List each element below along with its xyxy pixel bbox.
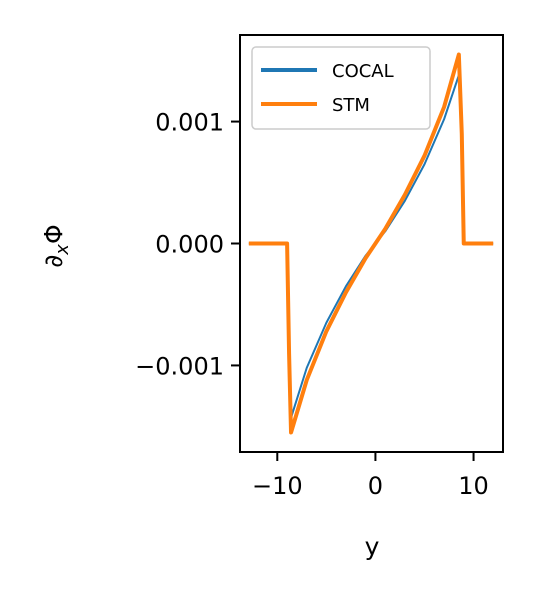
y-tick-label: 0.000	[155, 231, 224, 259]
x-tick-label: 0	[368, 472, 383, 500]
y-axis-label: ∂xΦ	[39, 224, 73, 267]
legend-label-stm: STM	[332, 95, 370, 116]
x-tick-label: 10	[458, 472, 489, 500]
legend-box	[251, 46, 431, 130]
y-ticks: 0.001 0.000 −0.001	[135, 109, 240, 380]
x-tick-label: −10	[252, 472, 303, 500]
x-axis-label: y	[365, 532, 380, 561]
y-tick-label: 0.001	[155, 109, 224, 137]
y-tick-label: −0.001	[135, 352, 224, 380]
series-line-stm	[248, 52, 494, 435]
series-layer	[248, 52, 494, 435]
legend-label-cocal: COCAL	[332, 61, 394, 82]
x-ticks: −10 0 10	[252, 452, 489, 500]
legend: COCAL STM	[251, 46, 431, 130]
